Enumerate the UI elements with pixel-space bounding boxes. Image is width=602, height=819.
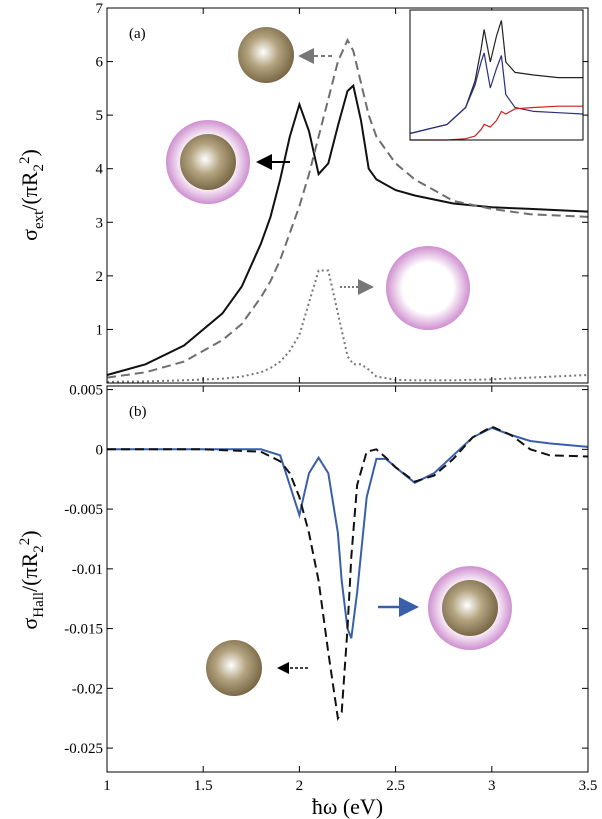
y-tick-label: -0.015 [64,622,103,638]
y-axis-label-part: 2 [31,164,47,172]
x-axis-label: ħω (eV) [312,794,383,819]
y-axis-label-part: 2 [17,538,33,546]
y-tick-label: 2 [96,269,104,285]
y-axis-label-part: 2 [17,156,33,164]
series-line [409,52,584,135]
series-line [410,105,583,141]
core-sphere [238,27,294,83]
x-tick-label: 1 [103,778,111,794]
series-line [106,83,589,376]
y-tick-label: -0.025 [64,741,103,757]
x-tick-label: 3.5 [579,778,598,794]
y-tick-label: 0 [96,442,104,458]
y-axis-label-part: 2 [31,545,47,553]
y-axis-label-part: /(πR [17,552,42,592]
y-axis-label: σext/(πR22) [17,149,47,241]
illustrations [166,27,512,696]
core-sphere [442,580,498,636]
y-tick-label: 4 [96,162,104,178]
plots: 1234567(a)σext/(πR22)0.0050-0.005-0.01-0… [17,1,597,819]
panel-label: (a) [129,26,146,42]
y-axis-label-part: σ [17,618,42,630]
y-axis-label-part: ) [17,149,42,156]
y-axis-label: σHall/(πR22) [17,530,47,629]
plot-frame [106,385,589,773]
y-tick-label: 0.005 [69,383,103,399]
panel-label: (b) [129,404,147,420]
y-tick-label: -0.01 [72,562,103,578]
x-tick-label: 3 [488,778,496,794]
core-sphere [180,134,236,190]
series-line [107,425,589,722]
inset-frame [409,9,584,141]
y-tick-label: 5 [96,108,104,124]
shell-sphere [386,246,470,330]
y-tick-label: -0.005 [64,502,103,518]
y-tick-label: 1 [96,322,104,338]
core-sphere [206,640,262,696]
inset-border [409,9,584,141]
y-axis-label-part: ) [17,530,42,537]
series-line [106,269,589,383]
x-tick-label: 1.5 [194,778,213,794]
plot-frame [106,7,589,384]
series-line [107,426,589,639]
y-tick-label: -0.02 [72,681,103,697]
y-axis-label-part: ext [31,210,47,229]
y-tick-label: 6 [96,55,104,71]
x-tick-label: 2.5 [386,778,405,794]
y-axis-label-part: /(πR [17,171,42,211]
x-tick-label: 2 [296,778,304,794]
series-line [106,37,589,379]
y-tick-label: 3 [96,215,104,231]
y-axis-label-part: σ [17,229,42,241]
y-axis-label-part: Hall [31,592,47,618]
y-tick-label: 7 [96,1,104,17]
